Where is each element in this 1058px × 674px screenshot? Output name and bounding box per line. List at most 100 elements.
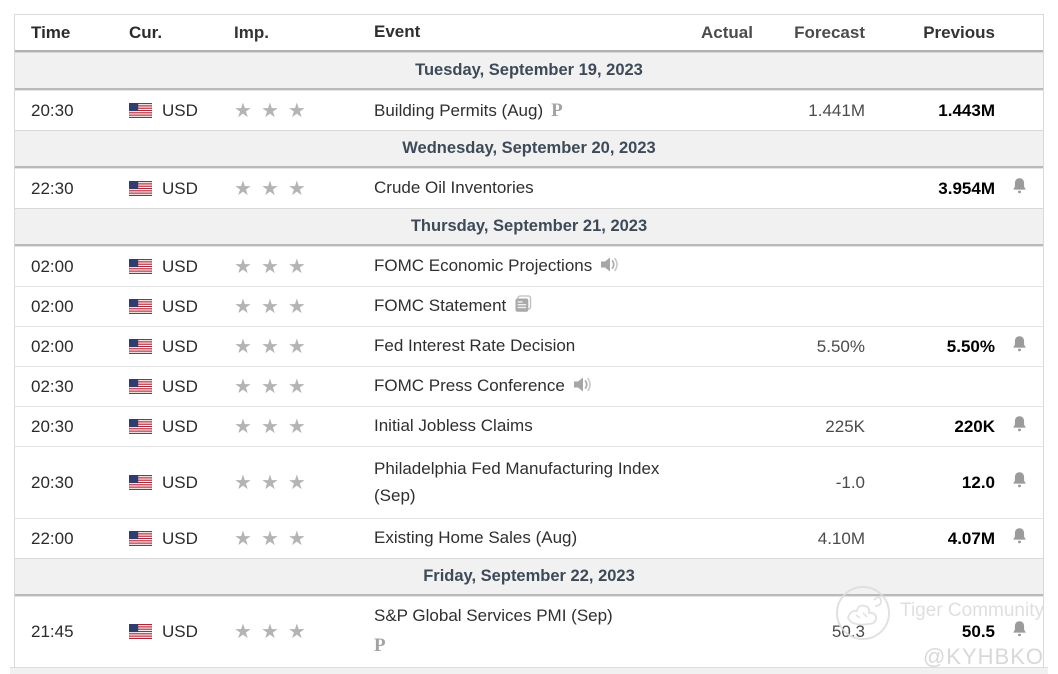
star-icon: ★ <box>287 416 306 438</box>
table-row[interactable]: 20:30 USD ★ ★ ★ Initial Jobless Claims 225… <box>15 406 1043 446</box>
preliminary-icon[interactable]: P <box>551 99 563 121</box>
date-separator-row: Thursday, September 21, 2023 <box>15 208 1043 246</box>
star-icon: ★ <box>234 621 252 644</box>
economic-calendar-table: Time Cur. Imp. Event Actual Forecast Pre… <box>14 14 1044 668</box>
time-cell: 02:00 <box>31 296 74 316</box>
table-row[interactable]: 02:00 USD ★ ★ ★ Fed Interest Rate Decision… <box>15 326 1043 366</box>
bell-icon[interactable] <box>1011 471 1028 494</box>
time-cell: 20:30 <box>31 472 74 492</box>
importance-stars: ★ ★ ★ <box>234 619 374 644</box>
importance-stars: ★ ★ ★ <box>234 374 374 399</box>
currency-label: USD <box>162 472 198 492</box>
event-label: FOMC Press Conference <box>374 376 565 396</box>
importance-stars: ★ ★ ★ <box>234 414 374 439</box>
header-importance: Imp. <box>234 22 269 42</box>
table-row[interactable]: 22:00 USD ★ ★ ★ Existing Home Sales (Aug) … <box>15 518 1043 558</box>
star-icon: ★ <box>234 528 252 550</box>
time-cell: 02:00 <box>31 256 74 276</box>
star-icon: ★ <box>287 376 306 398</box>
forecast-cell: 4.10M <box>817 528 865 548</box>
us-flag-icon <box>129 259 152 274</box>
us-flag-icon <box>129 624 152 640</box>
table-row[interactable]: 02:00 USD ★ ★ ★ FOMC Statement <box>15 286 1043 326</box>
table-row[interactable]: 22:30 USD ★ ★ ★ Crude Oil Inventories 3.95… <box>15 168 1043 208</box>
star-icon: ★ <box>287 528 306 550</box>
event-label: Crude Oil Inventories <box>374 178 534 198</box>
event-label: Fed Interest Rate Decision <box>374 336 576 356</box>
currency-label: USD <box>162 296 198 316</box>
star-icon: ★ <box>260 376 279 398</box>
star-icon: ★ <box>260 256 279 278</box>
importance-stars: ★ ★ ★ <box>234 334 374 359</box>
currency-label: USD <box>162 376 198 396</box>
table-row[interactable]: 20:30 USD ★ ★ ★ Philadelphia Fed Manufactu… <box>15 446 1043 518</box>
importance-stars: ★ ★ ★ <box>234 98 374 123</box>
star-icon: ★ <box>234 178 252 200</box>
speaker-icon[interactable] <box>600 256 621 273</box>
forecast-cell: -1.0 <box>835 472 865 492</box>
star-icon: ★ <box>234 472 252 494</box>
currency-label: USD <box>162 178 198 198</box>
us-flag-icon <box>129 419 152 434</box>
header-time: Time <box>31 22 71 42</box>
us-flag-icon <box>129 181 152 196</box>
event-label: FOMC Statement <box>374 296 507 316</box>
star-icon: ★ <box>287 336 306 358</box>
us-flag-icon <box>129 339 152 354</box>
currency-label: USD <box>162 528 198 548</box>
table-row[interactable]: 02:00 USD ★ ★ ★ FOMC Economic Projections <box>15 246 1043 286</box>
table-row[interactable]: 21:45 USD ★ ★ ★ S&P Global Services PMI (S… <box>15 596 1043 667</box>
star-icon: ★ <box>260 296 279 318</box>
bell-icon[interactable] <box>1011 335 1028 358</box>
star-icon: ★ <box>260 100 279 122</box>
date-separator-row: Wednesday, September 20, 2023 <box>15 130 1043 168</box>
time-cell: 02:30 <box>31 376 74 396</box>
time-cell: 20:30 <box>31 100 74 120</box>
star-icon: ★ <box>234 336 252 358</box>
bell-icon[interactable] <box>1011 527 1028 550</box>
star-icon: ★ <box>260 178 279 200</box>
header-actual: Actual <box>701 22 753 42</box>
previous-cell: 1.443M <box>938 100 995 120</box>
bell-icon[interactable] <box>1011 415 1028 438</box>
table-row[interactable]: 02:30 USD ★ ★ ★ FOMC Press Conference <box>15 366 1043 406</box>
preliminary-icon[interactable]: P <box>374 635 386 657</box>
table-row[interactable]: 20:30 USD ★ ★ ★ Building Permits (Aug) P 1.… <box>15 90 1043 130</box>
report-icon[interactable] <box>514 295 532 313</box>
previous-cell: 50.5 <box>961 621 995 641</box>
star-icon: ★ <box>287 256 306 278</box>
speaker-icon[interactable] <box>573 376 594 393</box>
time-cell: 21:45 <box>31 621 74 641</box>
date-label: Wednesday, September 20, 2023 <box>402 139 656 157</box>
previous-cell: 5.50% <box>946 336 995 356</box>
star-icon: ★ <box>234 376 252 398</box>
header-currency: Cur. <box>129 22 163 42</box>
star-icon: ★ <box>287 178 306 200</box>
star-icon: ★ <box>260 621 279 644</box>
us-flag-icon <box>129 299 152 314</box>
previous-cell: 12.0 <box>961 472 995 492</box>
header-previous: Previous <box>923 22 995 42</box>
time-cell: 20:30 <box>31 416 74 436</box>
importance-stars: ★ ★ ★ <box>234 254 374 279</box>
time-cell: 02:00 <box>31 336 74 356</box>
forecast-cell: 1.441M <box>808 100 865 120</box>
forecast-cell: 5.50% <box>816 336 865 356</box>
header-forecast: Forecast <box>794 22 865 42</box>
event-label: FOMC Economic Projections <box>374 256 593 276</box>
bell-icon[interactable] <box>1011 620 1028 643</box>
date-separator-row: Friday, September 22, 2023 <box>15 558 1043 596</box>
star-icon: ★ <box>234 296 252 318</box>
table-header-row: Time Cur. Imp. Event Actual Forecast Pre… <box>15 15 1043 52</box>
time-cell: 22:30 <box>31 178 74 198</box>
bell-icon[interactable] <box>1011 177 1028 200</box>
star-icon: ★ <box>287 621 306 644</box>
currency-label: USD <box>162 416 198 436</box>
importance-stars: ★ ★ ★ <box>234 470 374 495</box>
star-icon: ★ <box>260 472 279 494</box>
event-label: Philadelphia Fed Manufacturing Index (Se… <box>374 459 660 505</box>
importance-stars: ★ ★ ★ <box>234 294 374 319</box>
date-separator-row: Tuesday, September 19, 2023 <box>15 52 1043 90</box>
star-icon: ★ <box>287 472 306 494</box>
forecast-cell: 225K <box>825 416 865 436</box>
